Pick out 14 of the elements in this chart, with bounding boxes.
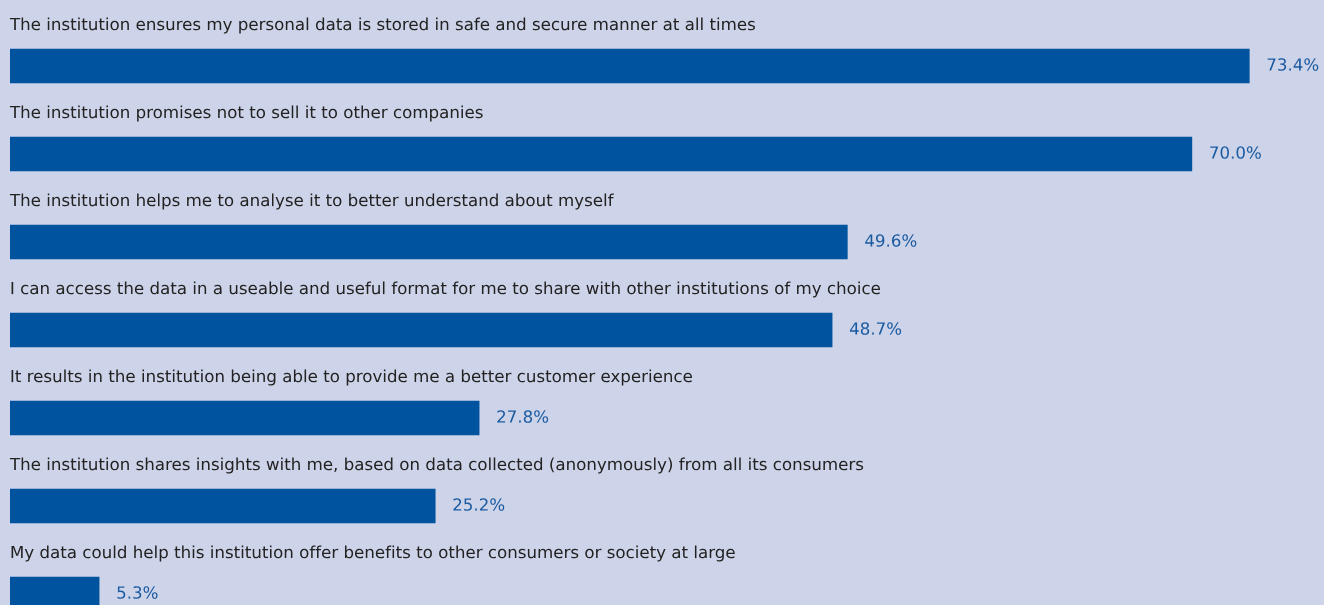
y-tick-label: The institution shares insights with me, based on data collected (anonymously) from all its consumers (9, 457, 864, 474)
data-label: 73.4% (1267, 58, 1319, 71)
data-label: 49.6% (865, 234, 917, 247)
data-label: 48.7% (849, 322, 902, 335)
y-tick-label: The institution ensures my personal data is stored in safe and secure manner at all times (9, 17, 755, 34)
y-tick-label: The institution helps me to analyse it to better understand about myself (9, 193, 614, 210)
y-tick-label: The institution promises not to sell it to other companies (9, 105, 483, 122)
data-label: 5.3% (117, 586, 158, 599)
y-tick-label: My data could help this institution offer benefits to other consumers or society at large (11, 545, 735, 562)
data-label: 27.8% (497, 410, 549, 423)
data-label: 70.0% (1210, 146, 1261, 159)
y-tick-label: It results in the institution being able to provide me a better customer experience (11, 369, 692, 386)
data-label: 25.2% (453, 498, 505, 511)
y-tick-label: I can access the data in a useable and useful format for me to share with other institutions of my choice (11, 281, 880, 298)
